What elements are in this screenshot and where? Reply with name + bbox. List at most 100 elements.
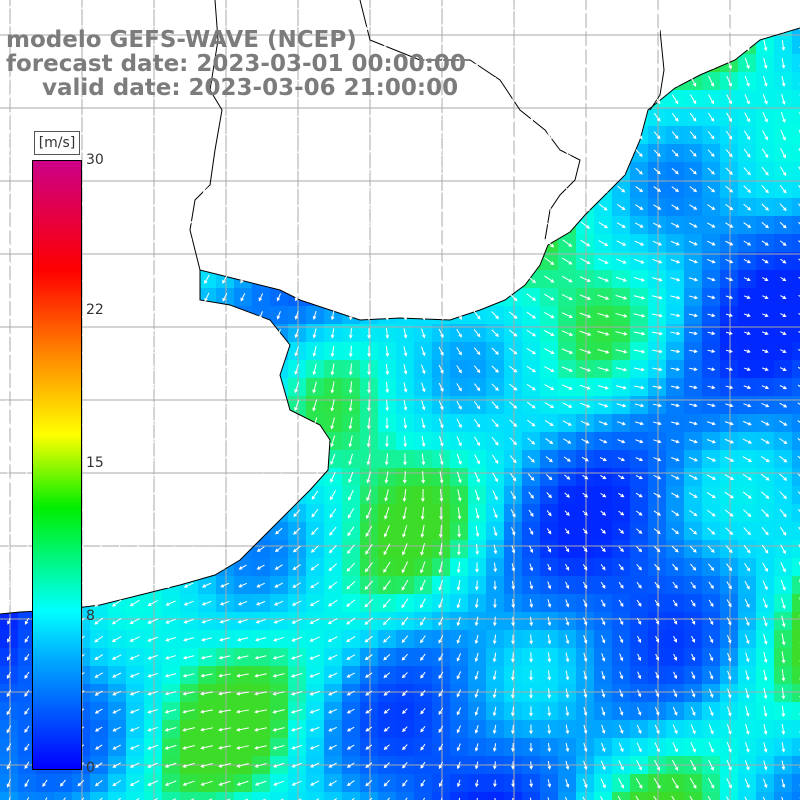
wind-arrow: [293, 509, 301, 518]
field-cell: [792, 90, 800, 108]
wind-arrow: [348, 381, 353, 394]
wind-arrow: [204, 419, 209, 427]
wind-arrow: [257, 132, 265, 138]
wind-arrow: [456, 436, 462, 447]
wind-arrow: [293, 490, 301, 500]
wind-arrow: [93, 94, 104, 104]
wind-arrow: [312, 399, 318, 412]
wind-arrow: [168, 347, 173, 356]
colorbar-tick-8: 8: [86, 608, 95, 624]
wind-arrow: [421, 220, 425, 231]
wind-arrow: [328, 744, 337, 750]
wind-arrow: [492, 201, 499, 214]
wind-arrow: [565, 724, 570, 735]
wind-arrow: [509, 219, 517, 231]
wind-arrow: [111, 599, 122, 607]
wind-arrow: [365, 525, 373, 537]
wind-arrow: [597, 385, 609, 390]
wind-arrow: [529, 598, 534, 608]
wind-arrow: [182, 780, 195, 786]
wind-arrow: [200, 745, 213, 750]
wind-arrow: [745, 652, 750, 663]
wind-arrow: [654, 581, 660, 589]
wind-arrow: [511, 77, 515, 86]
wind-arrow: [726, 94, 732, 105]
wind-arrow: [476, 797, 478, 800]
wind-arrow: [547, 545, 552, 553]
wind-arrow: [294, 328, 299, 339]
wind-arrow: [275, 132, 283, 138]
wind-arrow: [24, 581, 29, 590]
wind-arrow: [761, 420, 770, 426]
wind-arrow: [564, 546, 570, 553]
wind-arrow: [763, 651, 768, 664]
wind-arrow: [421, 202, 425, 213]
forecast-date: forecast date: 2023-03-01 00:00:00: [6, 51, 466, 77]
wind-arrow: [725, 277, 734, 282]
wind-arrow: [312, 381, 317, 394]
wind-arrow: [672, 706, 678, 716]
wind-arrow: [509, 383, 518, 391]
wind-arrow: [130, 166, 139, 176]
wind-arrow: [742, 420, 752, 426]
wind-arrow: [597, 312, 610, 318]
wind-arrow: [129, 780, 140, 786]
wind-arrow: [671, 131, 679, 140]
wind-arrow: [221, 491, 229, 499]
wind-arrow: [562, 202, 572, 212]
wind-arrow: [367, 186, 371, 193]
wind-arrow: [562, 420, 572, 426]
wind-arrow: [114, 365, 119, 374]
wind-arrow: [636, 39, 642, 52]
wind-arrow: [222, 311, 228, 320]
wind-arrow: [617, 185, 626, 193]
wind-arrow: [743, 545, 751, 554]
wind-arrow: [24, 399, 30, 411]
wind-arrow: [745, 724, 750, 735]
wind-arrow: [348, 293, 353, 302]
colorbar-unit: [m/s]: [34, 131, 80, 155]
wind-arrow: [24, 364, 30, 375]
map-titles: modelo GEFS-WAVE (NCEP) forecast date: 2…: [6, 28, 466, 100]
colorbar: [32, 160, 82, 770]
wind-arrow: [597, 276, 609, 282]
wind-arrow: [168, 274, 174, 285]
wind-arrow: [346, 654, 356, 660]
wind-arrow: [615, 276, 628, 282]
wind-arrow: [202, 527, 211, 535]
wind-arrow: [652, 385, 663, 390]
wind-arrow: [508, 311, 518, 319]
wind-arrow: [707, 331, 716, 336]
field-cell: [198, 792, 216, 800]
wind-arrow: [131, 202, 139, 212]
wind-arrow: [348, 275, 353, 284]
wind-arrow: [367, 204, 371, 211]
wind-arrow: [655, 689, 660, 698]
wind-arrow: [238, 97, 247, 102]
wind-arrow: [294, 381, 300, 394]
wind-arrow: [148, 545, 157, 553]
wind-arrow: [348, 310, 353, 321]
wind-arrow: [473, 329, 481, 338]
wind-arrow: [601, 635, 606, 644]
wind-arrow: [328, 24, 338, 30]
wind-arrow: [24, 689, 30, 697]
wind-arrow: [401, 41, 409, 50]
wind-arrow: [421, 274, 426, 285]
wind-arrow: [637, 707, 642, 716]
wind-arrow: [635, 112, 643, 122]
wind-arrow: [112, 780, 122, 787]
wind-arrow: [348, 453, 354, 466]
wind-arrow: [147, 691, 158, 696]
wind-arrow: [7, 618, 11, 625]
wind-arrow: [348, 257, 353, 266]
wind-arrow: [526, 329, 537, 337]
wind-arrow: [564, 492, 570, 498]
wind-arrow: [165, 43, 177, 48]
wind-arrow: [601, 4, 606, 15]
wind-arrow: [561, 275, 573, 283]
wind-arrow: [117, 797, 122, 800]
wind-arrow: [202, 168, 211, 175]
wind-arrow: [184, 150, 193, 156]
wind-arrow: [164, 673, 177, 678]
